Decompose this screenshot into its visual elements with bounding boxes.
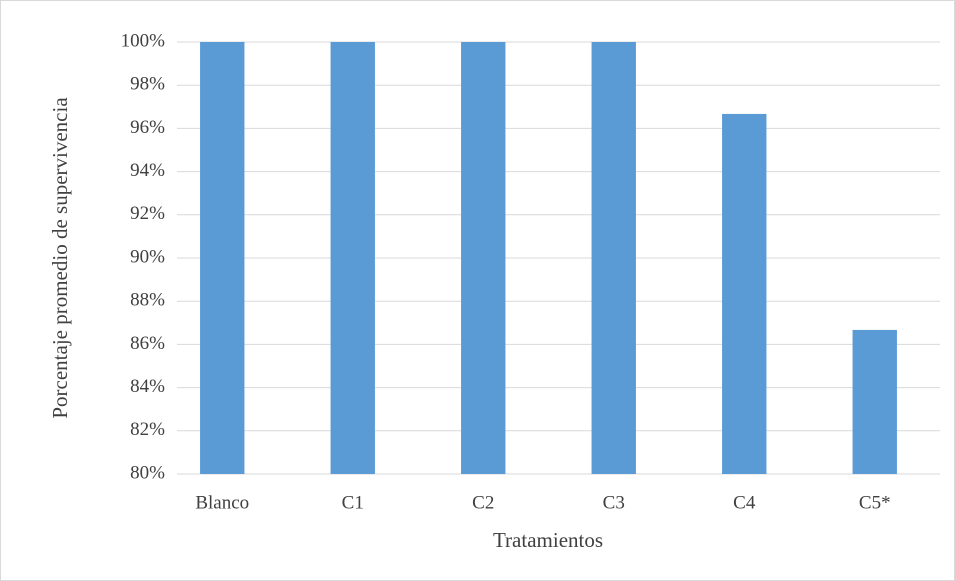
- x-tick-label: Blanco: [195, 492, 249, 513]
- y-tick-label: 80%: [130, 462, 165, 483]
- y-tick-label: 92%: [130, 203, 165, 224]
- y-tick-label: 100%: [121, 30, 166, 51]
- bar: [722, 113, 767, 474]
- x-tick-label: C2: [472, 492, 494, 513]
- bar: [200, 42, 245, 474]
- y-tick-label: 82%: [130, 419, 165, 440]
- y-tick-label: 84%: [130, 376, 165, 397]
- x-tick-label: C4: [733, 492, 756, 513]
- bar: [852, 329, 897, 474]
- x-tick-label: C3: [603, 492, 625, 513]
- y-tick-label: 88%: [130, 290, 165, 311]
- bar: [461, 42, 506, 474]
- y-tick-label: 96%: [130, 117, 165, 138]
- y-tick-label: 94%: [130, 160, 165, 181]
- x-axis-title: Tratamientos: [493, 528, 603, 552]
- bar: [330, 42, 375, 474]
- y-tick-label: 98%: [130, 74, 165, 95]
- x-tick-label: C5*: [859, 492, 891, 513]
- y-tick-label: 90%: [130, 246, 165, 267]
- x-tick-label: C1: [342, 492, 364, 513]
- bar: [591, 42, 636, 474]
- y-tick-label: 86%: [130, 333, 165, 354]
- y-axis-title: Porcentaje promedio de supervivencia: [48, 97, 72, 419]
